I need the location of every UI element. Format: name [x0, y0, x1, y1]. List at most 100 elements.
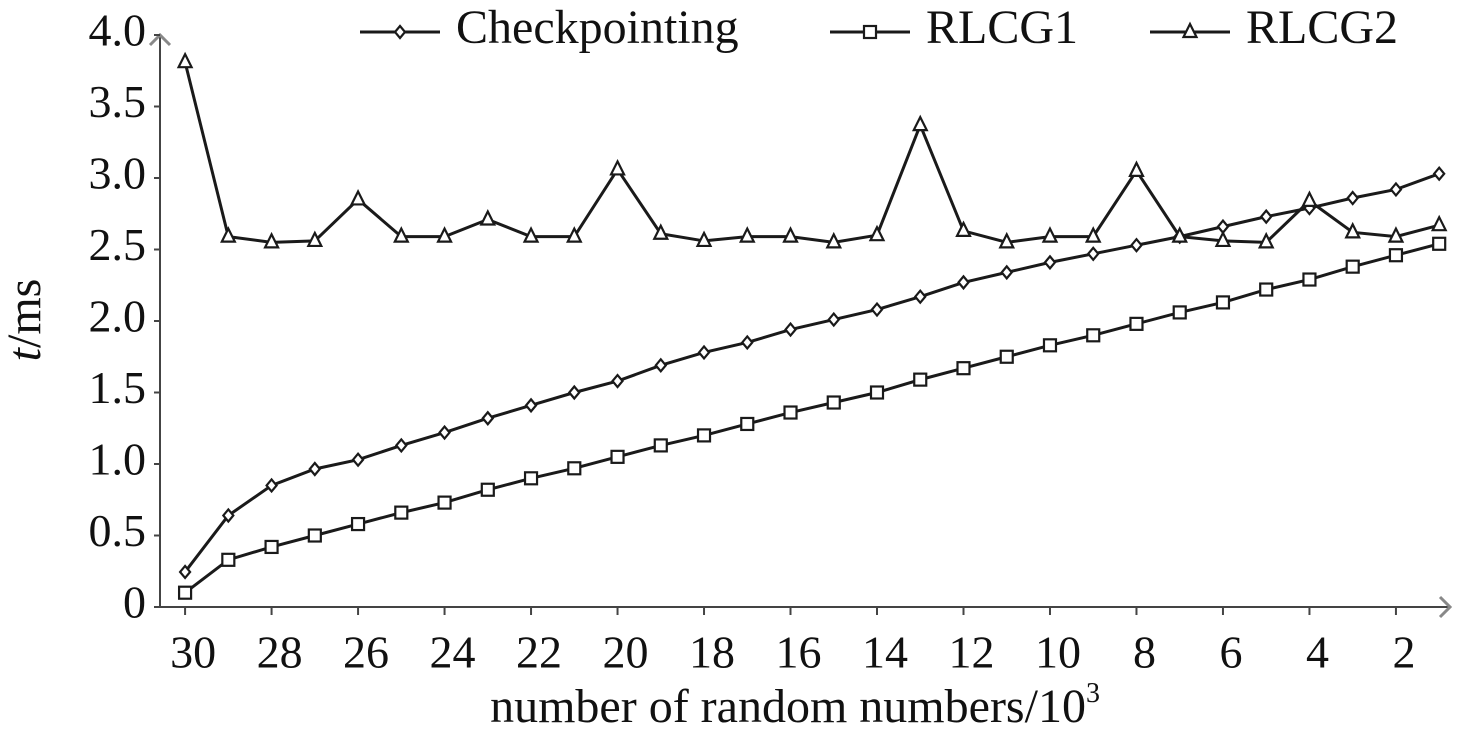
x-tick-label: 14 — [862, 627, 908, 678]
marker — [782, 226, 799, 243]
x-tick-label: 2 — [1392, 627, 1415, 678]
marker — [1214, 230, 1232, 248]
marker — [567, 461, 582, 476]
marker — [1129, 316, 1144, 331]
marker — [697, 344, 711, 361]
marker — [1130, 237, 1143, 253]
marker — [740, 334, 754, 351]
marker — [609, 158, 626, 176]
marker — [308, 461, 322, 477]
marker — [1259, 208, 1273, 225]
marker — [177, 585, 193, 600]
legend: Checkpointing RLCG1 RLCG2 — [360, 1, 1398, 54]
marker — [394, 505, 409, 520]
x-label-sup: 3 — [1086, 678, 1100, 709]
marker — [862, 24, 878, 40]
marker — [740, 416, 755, 432]
marker — [827, 311, 841, 328]
y-label-italic: t — [0, 346, 51, 361]
y-tick-label: 3.5 — [89, 76, 147, 127]
marker — [913, 288, 927, 305]
marker — [351, 451, 365, 468]
marker — [826, 395, 841, 410]
marker — [306, 230, 324, 248]
marker — [393, 226, 410, 243]
marker — [1084, 226, 1102, 243]
marker — [1041, 226, 1059, 243]
marker — [1346, 190, 1360, 206]
x-tick-label: 12 — [948, 627, 994, 678]
y-tick-label: 2.0 — [89, 291, 147, 342]
marker — [178, 564, 192, 580]
y-tick-label: 1.0 — [89, 434, 147, 485]
y-tick-label: 0 — [123, 577, 146, 628]
marker — [221, 507, 235, 524]
y-label-text: /ms — [0, 279, 51, 348]
marker — [1086, 328, 1101, 343]
marker — [1302, 272, 1317, 287]
marker — [522, 226, 540, 243]
marker — [567, 384, 581, 401]
marker — [438, 424, 451, 441]
marker — [999, 349, 1014, 364]
y-tick-label: 0.5 — [89, 505, 147, 556]
marker — [1387, 226, 1405, 243]
marker — [956, 361, 971, 376]
marker — [265, 477, 279, 494]
x-axis-label: number of random numbers/103 — [490, 678, 1100, 733]
marker — [869, 385, 885, 400]
x-tick-label: 16 — [776, 627, 822, 678]
marker — [350, 516, 366, 532]
x-tick-label: 22 — [516, 627, 562, 678]
marker — [1257, 231, 1275, 249]
marker — [784, 321, 797, 338]
series-line — [183, 61, 1440, 244]
y-tick-label: 2.5 — [89, 219, 147, 270]
x-tick-label: 20 — [603, 627, 649, 678]
marker — [611, 373, 624, 389]
marker — [911, 114, 929, 132]
marker — [1344, 221, 1361, 239]
marker — [481, 410, 495, 426]
marker — [566, 226, 583, 243]
marker — [307, 528, 322, 543]
marker — [524, 397, 538, 414]
x-arrow — [1438, 595, 1453, 619]
marker — [1000, 264, 1014, 281]
marker — [263, 231, 280, 249]
marker — [1042, 338, 1058, 353]
x-tick-label: 26 — [343, 627, 389, 678]
y-axis-label: t/ms — [0, 279, 51, 362]
marker — [220, 226, 237, 243]
marker — [1215, 295, 1231, 310]
marker — [1301, 190, 1318, 207]
marker — [783, 405, 798, 420]
marker — [610, 449, 625, 464]
marker — [437, 495, 452, 510]
x-label-text: number of random numbers/10 — [490, 680, 1086, 733]
y-tick-label: 3.0 — [89, 148, 147, 199]
y-tick-label: 1.5 — [89, 362, 147, 413]
marker — [1259, 282, 1274, 297]
x-tick-label: 6 — [1219, 627, 1242, 678]
legend-label: Checkpointing — [456, 1, 739, 54]
marker — [221, 552, 236, 567]
marker — [394, 437, 408, 454]
marker — [1430, 214, 1448, 232]
y-tick-label: 4.0 — [89, 5, 147, 56]
marker — [264, 539, 279, 555]
marker — [957, 274, 970, 291]
marker — [1432, 236, 1447, 251]
marker — [1388, 248, 1404, 263]
marker — [176, 51, 194, 69]
x-tick-label: 10 — [1035, 627, 1081, 678]
marker — [868, 224, 886, 242]
marker — [1086, 246, 1100, 262]
marker — [1128, 160, 1145, 177]
marker — [696, 428, 712, 443]
x-tick-label: 28 — [257, 627, 303, 678]
x-tick-label: 30 — [170, 627, 216, 678]
marker — [523, 471, 539, 486]
